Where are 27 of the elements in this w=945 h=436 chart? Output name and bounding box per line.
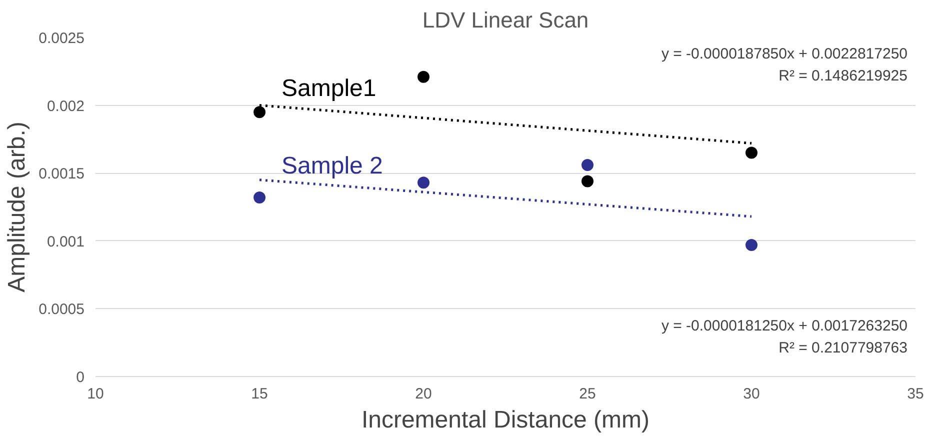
point xyxy=(254,106,266,118)
x-tick-label: 20 xyxy=(415,386,432,402)
series-label: Sample 2 xyxy=(282,152,383,180)
point xyxy=(582,158,594,171)
point xyxy=(418,70,430,83)
annotation: y = -0.0000181250x + 0.0017263250 R² = 0.2107798763 xyxy=(661,317,908,356)
point xyxy=(254,192,266,204)
x-tick-label: 25 xyxy=(579,386,596,402)
y-tick-label: 0.0015 xyxy=(38,166,85,183)
y-tick-label: 0.002 xyxy=(46,98,85,115)
series-label: Sample1 xyxy=(282,75,376,102)
point xyxy=(746,238,758,251)
x-tick-label: 30 xyxy=(743,386,760,402)
x-tick-label: 10 xyxy=(87,386,104,402)
chart-title: LDV Linear Scan xyxy=(422,8,589,32)
annotation: y = -0.0000187850x + 0.0022817250 R² = 0.1486219925 xyxy=(661,46,908,85)
y-tick-label: 0.0005 xyxy=(38,301,85,318)
y-tick-label: 0.001 xyxy=(46,233,85,250)
x-tick-label: 35 xyxy=(907,386,924,402)
y-tick-label: 0 xyxy=(76,369,84,386)
x-axis-title: Incremental Distance (mm) xyxy=(361,406,650,434)
point xyxy=(418,176,430,189)
y-axis-title: Amplitude (arb.) xyxy=(4,122,31,292)
point xyxy=(582,175,594,188)
point xyxy=(746,146,758,159)
x-tick-label: 15 xyxy=(251,386,268,402)
y-tick-label: 0.0025 xyxy=(38,30,85,47)
